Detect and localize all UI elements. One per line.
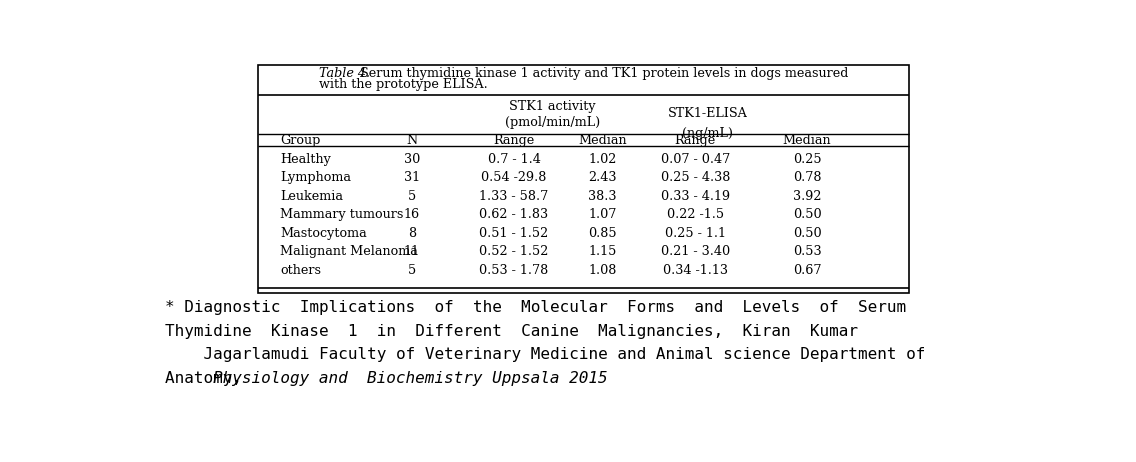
Text: Median: Median [783,134,832,146]
Text: 16: 16 [403,208,420,221]
Text: 0.53 - 1.78: 0.53 - 1.78 [479,264,549,277]
Text: Lymphoma: Lymphoma [279,171,351,184]
Text: 8: 8 [408,227,416,240]
Text: 0.51 - 1.52: 0.51 - 1.52 [479,227,549,240]
Text: 5: 5 [408,190,416,203]
Text: Median: Median [578,134,627,146]
Text: Serum thymidine kinase 1 activity and TK1 protein levels in dogs measured: Serum thymidine kinase 1 activity and TK… [356,67,849,80]
Text: 3.92: 3.92 [793,190,821,203]
Text: 0.25: 0.25 [793,153,821,166]
Text: with the prototype ELISA.: with the prototype ELISA. [319,78,487,91]
Text: Leukemia: Leukemia [279,190,343,203]
Text: Healthy: Healthy [279,153,331,166]
Text: 0.07 - 0.47: 0.07 - 0.47 [661,153,730,166]
Text: 0.50: 0.50 [793,208,821,221]
Text: 0.54 -29.8: 0.54 -29.8 [482,171,546,184]
Text: (ng/mL): (ng/mL) [683,128,733,140]
Text: 0.33 - 4.19: 0.33 - 4.19 [661,190,730,203]
Text: 30: 30 [403,153,420,166]
Text: Range: Range [493,134,535,146]
Text: 0.25 - 4.38: 0.25 - 4.38 [661,171,730,184]
Text: 31: 31 [403,171,420,184]
Text: 2.43: 2.43 [588,171,617,184]
Text: Jagarlamudi Faculty of Veterinary Medicine and Animal science Department of: Jagarlamudi Faculty of Veterinary Medici… [165,347,926,363]
Text: Physiology and  Biochemistry Uppsala 2015: Physiology and Biochemistry Uppsala 2015 [214,371,608,386]
Text: 0.22 -1.5: 0.22 -1.5 [667,208,724,221]
Text: (pmol/min/mL): (pmol/min/mL) [506,116,600,129]
Text: others: others [279,264,321,277]
Text: 0.85: 0.85 [588,227,617,240]
Text: 0.67: 0.67 [793,264,821,277]
Text: 0.21 - 3.40: 0.21 - 3.40 [661,245,730,258]
Text: 1.02: 1.02 [588,153,617,166]
Text: 0.34 -1.13: 0.34 -1.13 [662,264,728,277]
Text: 1.33 - 58.7: 1.33 - 58.7 [479,190,549,203]
Text: Mammary tumours: Mammary tumours [279,208,403,221]
Text: 38.3: 38.3 [588,190,617,203]
Text: 0.53: 0.53 [793,245,821,258]
Text: 0.25 - 1.1: 0.25 - 1.1 [665,227,726,240]
Text: 0.52 - 1.52: 0.52 - 1.52 [479,245,549,258]
Text: 0.50: 0.50 [793,227,821,240]
Text: Range: Range [675,134,716,146]
Text: Anatomy,: Anatomy, [165,371,252,386]
Text: 1.15: 1.15 [588,245,617,258]
Text: Table 4.: Table 4. [319,67,369,80]
Text: Group: Group [279,134,320,146]
Text: 0.78: 0.78 [793,171,821,184]
Bar [258,65,909,292]
Text: 1.07: 1.07 [588,208,617,221]
Text: Thymidine  Kinase  1  in  Different  Canine  Malignancies,  Kiran  Kumar: Thymidine Kinase 1 in Different Canine M… [165,323,859,339]
Text: STK1-ELISA: STK1-ELISA [668,108,747,121]
Text: 11: 11 [403,245,419,258]
Text: 5: 5 [408,264,416,277]
Text: N: N [406,134,417,146]
Text: Mastocytoma: Mastocytoma [279,227,367,240]
Text: 1.08: 1.08 [588,264,617,277]
Text: * Diagnostic  Implications  of  the  Molecular  Forms  and  Levels  of  Serum: * Diagnostic Implications of the Molecul… [165,300,907,315]
Text: STK1 activity: STK1 activity [509,100,596,113]
Text: 0.62 - 1.83: 0.62 - 1.83 [479,208,549,221]
Text: 0.7 - 1.4: 0.7 - 1.4 [487,153,541,166]
Text: Malignant Melanoma: Malignant Melanoma [279,245,418,258]
